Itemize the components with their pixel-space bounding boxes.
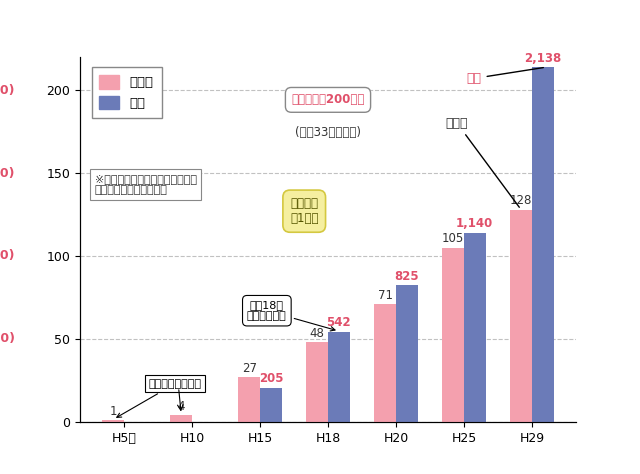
Text: 4: 4 xyxy=(177,400,185,413)
Text: 目標：県内200か所: 目標：県内200か所 xyxy=(291,93,365,106)
Text: 128: 128 xyxy=(510,194,532,207)
Text: (1,000): (1,000) xyxy=(0,249,15,263)
Bar xyxy=(170,415,192,422)
Text: ※「全国」には富山型デイ以外の
　共生型福祉施設を含む: ※「全国」には富山型デイ以外の 共生型福祉施設を含む xyxy=(95,173,197,195)
Text: 48: 48 xyxy=(310,327,324,340)
Bar xyxy=(328,332,349,422)
Text: 105: 105 xyxy=(442,232,464,245)
Bar xyxy=(510,210,532,422)
Bar xyxy=(102,420,124,422)
Text: 全国: 全国 xyxy=(467,68,543,85)
Bar xyxy=(464,233,486,422)
Text: 全国のデータなし: 全国のデータなし xyxy=(116,379,202,418)
Bar xyxy=(374,304,396,422)
Text: (平成33年の目標): (平成33年の目標) xyxy=(295,126,361,139)
Text: 27: 27 xyxy=(242,362,257,374)
Text: (1,500): (1,500) xyxy=(0,166,15,180)
Text: (500): (500) xyxy=(0,332,15,346)
Text: (2,000): (2,000) xyxy=(0,83,15,97)
Text: 205: 205 xyxy=(259,373,283,385)
Text: 富山県: 富山県 xyxy=(446,117,519,207)
Text: 小学校区
に1か所: 小学校区 に1か所 xyxy=(290,197,319,225)
Bar xyxy=(442,248,464,422)
Text: 71: 71 xyxy=(378,289,392,301)
Bar xyxy=(260,388,282,422)
Bar xyxy=(532,67,554,422)
Text: 542: 542 xyxy=(326,317,351,329)
Bar xyxy=(307,342,328,422)
Text: 1,140: 1,140 xyxy=(456,217,493,230)
Text: 1: 1 xyxy=(109,405,117,418)
Bar xyxy=(238,377,260,422)
Text: 825: 825 xyxy=(394,270,419,283)
Legend: 富山県, 全国: 富山県, 全国 xyxy=(92,67,162,118)
Text: 平成18年
特区全国展開: 平成18年 特区全国展開 xyxy=(247,300,335,331)
Text: 2,138: 2,138 xyxy=(524,52,561,64)
Bar xyxy=(396,285,418,422)
